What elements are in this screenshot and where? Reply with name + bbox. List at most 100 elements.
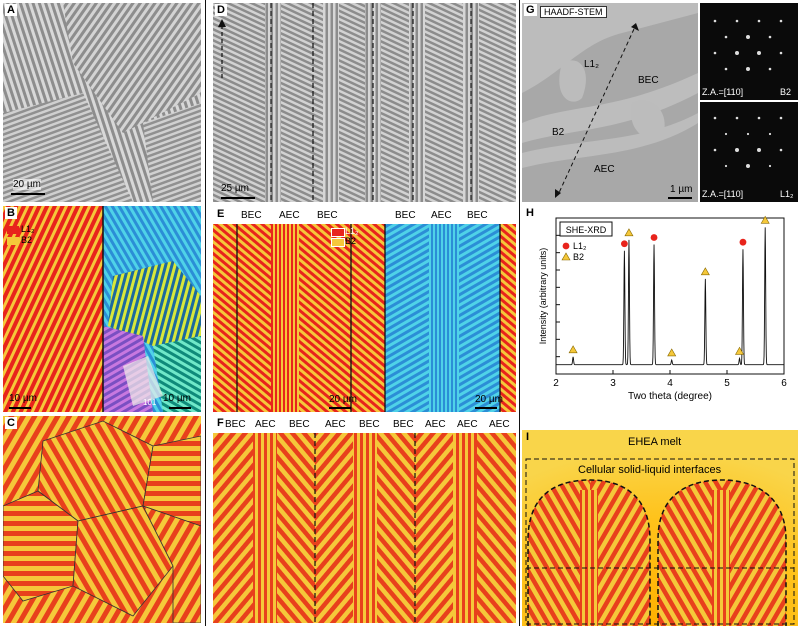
panel-g-phase-aec: AEC — [594, 164, 615, 175]
panel-g-haadf-image — [522, 3, 698, 202]
panel-c-label: C — [5, 417, 17, 429]
panel-f-header-1: BEC — [225, 419, 246, 430]
column-divider-right — [519, 0, 520, 626]
panel-g-saed-bottom-phase: L1₂ — [780, 189, 794, 199]
panel-g-tag: HAADF-STEM — [540, 6, 607, 18]
xrd-peak-marker-b2 — [624, 228, 634, 237]
panel-f-header-2: AEC — [255, 419, 276, 430]
xrd-peak-marker-l12 — [739, 238, 747, 246]
panel-e-header-5: AEC — [431, 210, 452, 221]
xrd-x-tick-label: 3 — [610, 378, 616, 389]
panel-g-saed-l12 — [700, 102, 798, 202]
panel-d-scalebar — [221, 197, 255, 199]
panel-g-phase-l12: L1₂ — [584, 59, 600, 70]
panel-b-scalebar-left — [9, 407, 31, 409]
panel-i-interface-label: Cellular solid-liquid interfaces — [578, 464, 722, 476]
panel-a-micrograph — [3, 3, 201, 202]
panel-d: D 25 µm — [213, 3, 516, 202]
panel-b-legend-l12: L1₂ — [21, 224, 35, 234]
panel-b-legend-l12-swatch — [7, 226, 19, 234]
panel-d-scale-text: 25 µm — [221, 183, 249, 194]
panel-b-ipf-label: 101 — [143, 398, 157, 407]
panel-b-scalebar-right — [169, 407, 191, 409]
xrd-legend-b2: B2 — [573, 252, 584, 262]
panel-e-phase-map — [213, 224, 516, 412]
panel-d-label: D — [215, 4, 227, 16]
panel-g-phase-bec: BEC — [638, 75, 659, 86]
xrd-title-box — [559, 221, 613, 237]
xrd-x-tick-label: 6 — [781, 378, 787, 389]
panel-f-header-7: AEC — [425, 419, 446, 430]
panel-e-legend-b2-swatch — [331, 238, 345, 247]
panel-g-saed-top-za: Z.A.=[110] — [702, 87, 744, 97]
panel-b-scale-right: 10 µm — [163, 393, 191, 404]
panel-e-legend-b2: B2 — [345, 236, 357, 246]
xrd-peak-marker-l12 — [621, 240, 628, 248]
xrd-x-tick-label: 2 — [553, 378, 559, 389]
panel-e-header-6: BEC — [467, 210, 488, 221]
panel-g-scale-text: 1 µm — [670, 184, 693, 195]
panel-e-scalebar-left — [329, 407, 351, 409]
panel-e-label: E — [215, 208, 227, 220]
panel-f-header-3: BEC — [289, 419, 310, 430]
xrd-legend-marker-b2 — [561, 252, 571, 261]
panel-g: G HAADF-STEM L1₂ BEC B2 AEC 1 µm Z.A.=[1… — [522, 3, 798, 202]
panel-b-scale-left: 10 µm — [9, 393, 37, 404]
panel-g-scalebar — [668, 197, 692, 199]
panel-e-scale-right: 20 µm — [475, 394, 503, 405]
panel-e-header-2: AEC — [279, 210, 300, 221]
panel-i: I EHEA melt Cellular solid-liquid interf… — [522, 430, 798, 626]
panel-e-legend-l12: L1₂ — [345, 226, 359, 236]
panel-e-scale-left: 20 µm — [329, 394, 357, 405]
xrd-peak-marker-l12 — [650, 234, 658, 241]
panel-g-label: G — [524, 4, 537, 16]
panel-a-scale-text: 20 µm — [13, 179, 41, 190]
panel-g-saed-top-phase: B2 — [780, 87, 792, 97]
xrd-legend-l12: L1₂ — [573, 241, 587, 251]
column-divider — [205, 0, 206, 626]
panel-b: B L1₂ B2 101 10 µm 10 µm — [3, 206, 201, 412]
panel-g-saed-bottom-za: Z.A.=[110] — [702, 189, 744, 199]
xrd-x-tick-label: 4 — [667, 378, 673, 389]
panel-f-header-5: BEC — [359, 419, 380, 430]
panel-d-micrograph — [213, 3, 516, 202]
panel-e-header-4: BEC — [395, 210, 416, 221]
xrd-x-tick-label: 5 — [724, 378, 730, 389]
xrd-peak-marker-b2 — [568, 345, 578, 354]
panel-e: E BEC AEC BEC BEC AEC BEC L1₂ B2 20 µm 2… — [213, 206, 516, 412]
panel-h: 2 3 4 5 6 SHE-XRD L1₂ B2 Two theta (degree) Inten… — [522, 206, 798, 412]
panel-f-header-4: AEC — [325, 419, 346, 430]
xrd-peak-marker-b2 — [760, 215, 770, 224]
panel-g-saed-b2 — [700, 3, 798, 100]
panel-e-scalebar-right — [475, 407, 497, 409]
panel-b-phase-map — [3, 206, 201, 412]
panel-i-schematic — [522, 430, 798, 626]
panel-a-scalebar — [11, 193, 45, 195]
panel-i-melt-label: EHEA melt — [628, 436, 682, 448]
panel-c-schematic — [3, 416, 201, 623]
panel-b-legend-b2-swatch — [7, 237, 19, 245]
xrd-plot-frame — [555, 217, 785, 375]
xrd-title: SHE-XRD — [566, 225, 607, 235]
panel-a-label: A — [5, 4, 17, 16]
panel-e-header-3: BEC — [317, 210, 338, 221]
panel-f-schematic — [213, 433, 516, 623]
panel-f-header-8: AEC — [457, 419, 478, 430]
panel-i-label: I — [526, 431, 530, 443]
xrd-peak-marker-b2 — [735, 346, 745, 355]
panel-e-legend-l12-swatch — [331, 228, 345, 237]
xrd-legend-marker-l12 — [562, 242, 570, 250]
xrd-profile-line — [556, 227, 784, 366]
panel-h-label: H — [524, 207, 536, 219]
panel-g-phase-b2: B2 — [552, 127, 565, 138]
xrd-peak-marker-b2 — [700, 267, 710, 276]
panel-c: C — [3, 416, 201, 623]
panel-f-header-6: BEC — [393, 419, 414, 430]
xrd-peak-marker-b2 — [667, 348, 677, 357]
panel-a: A 20 µm — [3, 3, 201, 202]
xrd-xlabel: Two theta (degree) — [628, 391, 712, 402]
panel-b-legend-b2: B2 — [21, 235, 33, 245]
panel-e-header-1: BEC — [241, 210, 262, 221]
panel-b-label: B — [5, 207, 17, 219]
